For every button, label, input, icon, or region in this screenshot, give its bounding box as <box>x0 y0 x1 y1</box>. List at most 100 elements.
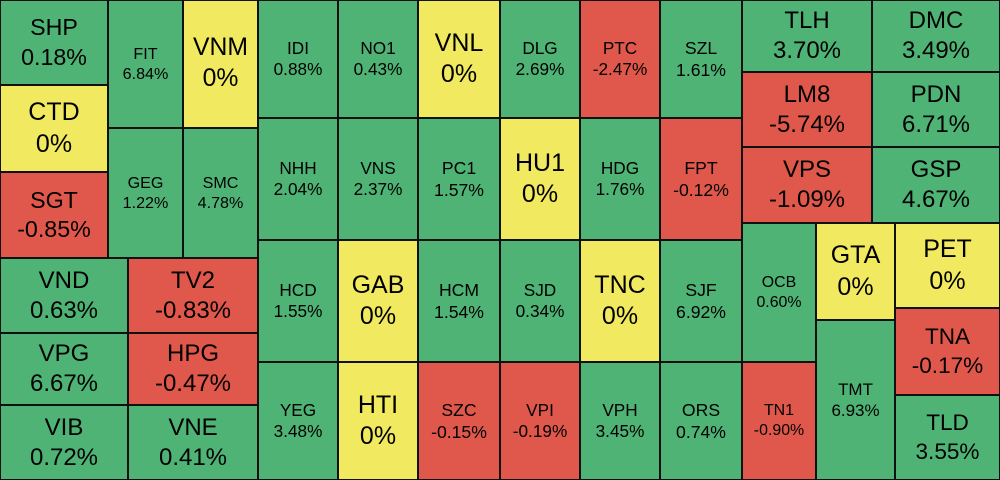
ticker-label: SMC <box>202 173 239 192</box>
stock-tile[interactable]: HCM 1.54% <box>418 240 500 362</box>
ticker-label: SJF <box>685 279 717 300</box>
stock-tile[interactable]: HU1 0% <box>500 118 580 240</box>
change-label: -0.12% <box>673 180 729 200</box>
stock-tile[interactable]: TNA -0.17% <box>895 308 1000 395</box>
stock-tile[interactable]: VNM 0% <box>183 0 258 128</box>
change-label: 2.04% <box>273 179 323 199</box>
change-label: 6.93% <box>831 401 880 420</box>
change-label: 0.41% <box>158 443 228 471</box>
change-label: 4.78% <box>197 194 244 212</box>
stock-tile[interactable]: VNS 2.37% <box>338 118 418 240</box>
change-label: 0.74% <box>676 422 726 442</box>
stock-tile[interactable]: VIB 0.72% <box>0 405 128 480</box>
stock-tile[interactable]: NO1 0.43% <box>338 0 418 118</box>
ticker-label: HCD <box>279 279 317 300</box>
change-label: -0.15% <box>431 422 487 442</box>
change-label: 0% <box>521 180 559 208</box>
stock-tile[interactable]: VND 0.63% <box>0 258 128 333</box>
stock-tile[interactable]: OCB 0.60% <box>742 223 816 362</box>
stock-tile[interactable]: IDI 0.88% <box>258 0 338 118</box>
ticker-label: SJD <box>523 279 557 300</box>
stock-tile[interactable]: SJF 6.92% <box>660 240 742 362</box>
stock-tile[interactable]: TN1 -0.90% <box>742 362 816 480</box>
ticker-label: GEG <box>127 173 164 192</box>
ticker-label: TNC <box>594 270 646 299</box>
change-label: 3.70% <box>772 37 842 64</box>
ticker-label: PTC <box>602 37 638 58</box>
ticker-label: TLH <box>784 7 830 34</box>
stock-tile[interactable]: NHH 2.04% <box>258 118 338 240</box>
stock-tile[interactable]: TMT 6.93% <box>816 320 895 480</box>
stock-tile[interactable]: TLD 3.55% <box>895 395 1000 480</box>
stock-tile[interactable]: SHP 0.18% <box>0 0 108 85</box>
stock-tile[interactable]: VPH 3.45% <box>580 362 660 480</box>
stock-tile[interactable]: HTI 0% <box>338 362 418 480</box>
stock-tile[interactable]: SMC 4.78% <box>183 128 258 258</box>
stock-tile[interactable]: VNL 0% <box>418 0 500 118</box>
stock-tile[interactable]: FIT 6.84% <box>108 0 183 128</box>
change-label: 4.67% <box>901 186 971 213</box>
stock-tile[interactable]: PTC -2.47% <box>580 0 660 118</box>
change-label: 6.92% <box>676 302 726 322</box>
stock-tile[interactable]: TLH 3.70% <box>742 0 872 72</box>
ticker-label: HPG <box>166 340 219 367</box>
stock-tile[interactable]: HPG -0.47% <box>128 333 258 405</box>
change-label: 0% <box>359 422 397 450</box>
change-label: 0% <box>202 65 239 92</box>
change-label: 0.18% <box>21 43 87 70</box>
change-label: 0% <box>601 302 639 330</box>
stock-tile[interactable]: VPI -0.19% <box>500 362 580 480</box>
stock-tile[interactable]: GSP 4.67% <box>872 147 1000 223</box>
stock-tile[interactable]: HDG 1.76% <box>580 118 660 240</box>
stock-tile[interactable]: DMC 3.49% <box>872 0 1000 72</box>
stock-tile[interactable]: GAB 0% <box>338 240 418 362</box>
stock-tile[interactable]: VNE 0.41% <box>128 405 258 480</box>
stock-tile[interactable]: PDN 6.71% <box>872 72 1000 147</box>
change-label: 1.57% <box>434 180 484 200</box>
stock-tile[interactable]: VPS -1.09% <box>742 147 872 223</box>
stock-tile[interactable]: HCD 1.55% <box>258 240 338 362</box>
ticker-label: SHP <box>30 14 78 41</box>
stock-tile[interactable]: CTD 0% <box>0 85 108 172</box>
change-label: 3.48% <box>273 421 323 441</box>
ticker-label: TNA <box>924 324 971 350</box>
ticker-label: VNE <box>168 413 218 441</box>
stock-tile[interactable]: SJD 0.34% <box>500 240 580 362</box>
change-label: 0% <box>837 272 874 301</box>
stock-tile[interactable]: PET 0% <box>895 223 1000 308</box>
ticker-label: YEG <box>279 399 317 420</box>
stock-tile[interactable]: SZL 1.61% <box>660 0 742 118</box>
change-label: -0.83% <box>154 296 232 324</box>
stock-tile[interactable]: PC1 1.57% <box>418 118 500 240</box>
stock-tile[interactable]: SZC -0.15% <box>418 362 500 480</box>
ticker-label: PDN <box>910 80 962 108</box>
stock-tile[interactable]: TV2 -0.83% <box>128 258 258 333</box>
stock-tile[interactable]: ORS 0.74% <box>660 362 742 480</box>
ticker-label: TLD <box>926 410 969 436</box>
stock-tile[interactable]: FPT -0.12% <box>660 118 742 240</box>
change-label: 2.69% <box>515 59 565 79</box>
ticker-label: VPI <box>526 399 554 420</box>
stock-tile[interactable]: GTA 0% <box>816 223 895 320</box>
ticker-label: HU1 <box>514 148 565 177</box>
change-label: 1.55% <box>273 301 323 321</box>
ticker-label: HDG <box>600 157 640 178</box>
change-label: 6.67% <box>29 370 99 397</box>
stock-tile[interactable]: TNC 0% <box>580 240 660 362</box>
change-label: 0.60% <box>756 293 802 311</box>
change-label: 0.88% <box>273 59 323 79</box>
stock-tile[interactable]: SGT -0.85% <box>0 172 108 258</box>
stock-tile[interactable]: GEG 1.22% <box>108 128 183 258</box>
change-label: 0.63% <box>29 296 99 324</box>
ticker-label: LM8 <box>783 80 831 108</box>
stock-tile[interactable]: DLG 2.69% <box>500 0 580 118</box>
change-label: 0.43% <box>353 59 403 79</box>
stock-tile[interactable]: VPG 6.67% <box>0 333 128 405</box>
stock-tile[interactable]: LM8 -5.74% <box>742 72 872 147</box>
stock-tile[interactable]: YEG 3.48% <box>258 362 338 480</box>
change-label: 1.76% <box>595 179 645 199</box>
ticker-label: VND <box>38 266 90 294</box>
ticker-label: HTI <box>357 390 399 419</box>
change-label: -2.47% <box>592 59 648 79</box>
change-label: 0.34% <box>515 301 565 321</box>
